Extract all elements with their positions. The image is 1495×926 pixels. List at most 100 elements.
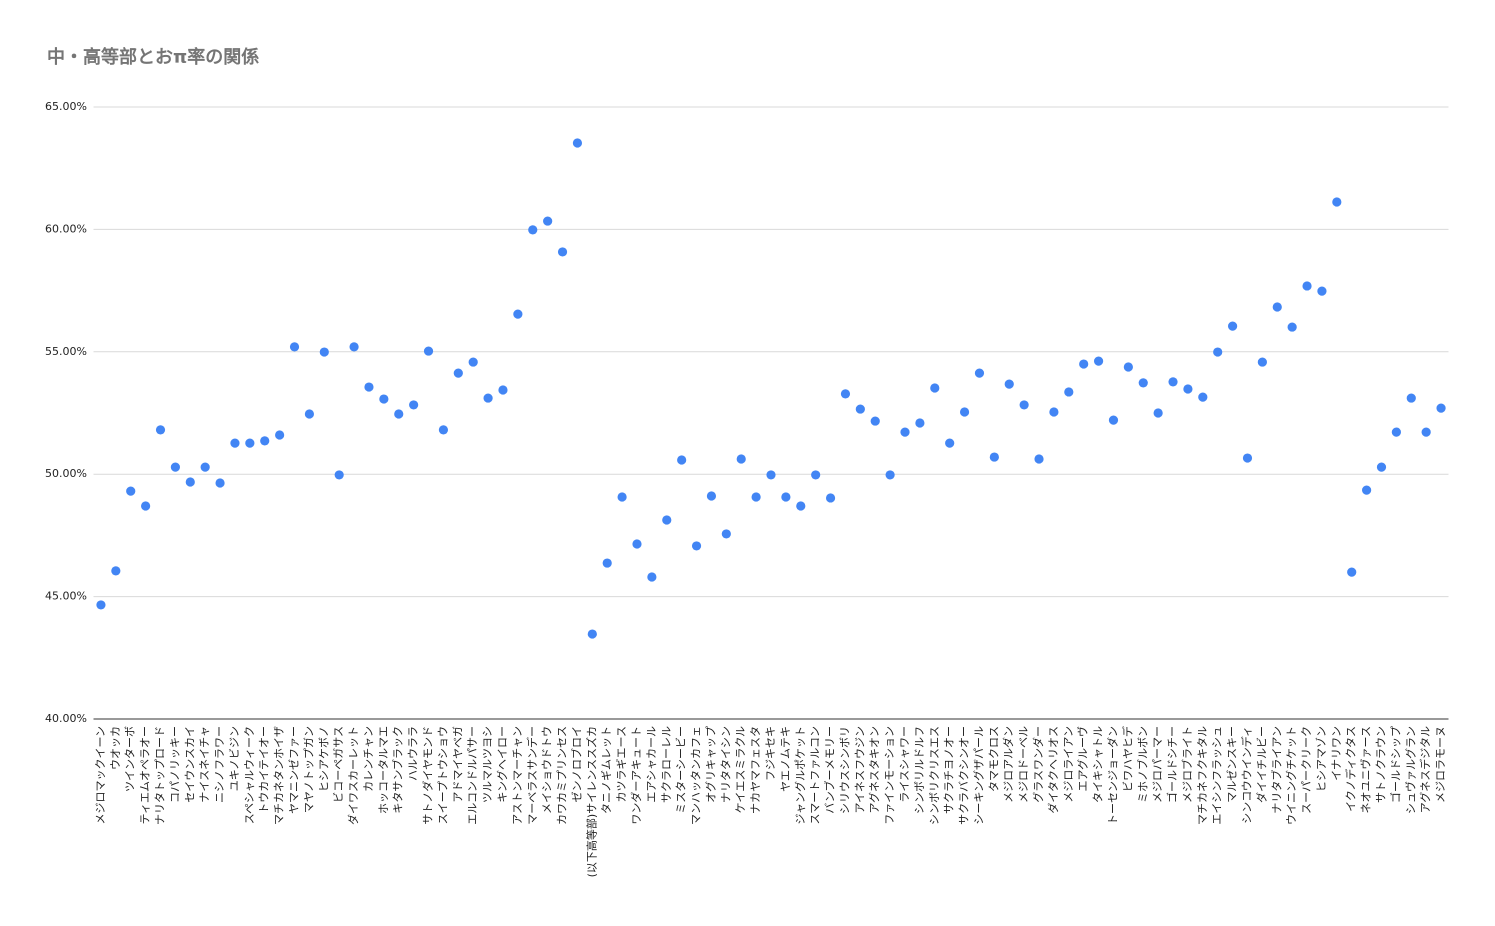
- x-tick-label: エイシンフラッシュ: [1211, 726, 1224, 825]
- x-tick-label: ダイタクヘリオス: [1046, 726, 1060, 814]
- x-tick-label: ダイイチルビー: [1254, 726, 1268, 803]
- point: [155, 425, 166, 435]
- x-tick-label: ウオッカ: [109, 726, 122, 770]
- x-tick-label: バンブーメモリー: [823, 726, 837, 814]
- x-tick-label: トウカイテイオー: [258, 726, 271, 814]
- x-tick-label: アストンマーチャン: [511, 726, 524, 825]
- point: [1362, 485, 1372, 495]
- point: [543, 216, 553, 226]
- point: [1123, 362, 1133, 372]
- point: [736, 454, 746, 464]
- chart-title: 中・高等部とおπ率の関係: [47, 46, 259, 68]
- point: [766, 470, 776, 480]
- x-tick-label: アグネスデジタル: [1418, 726, 1432, 813]
- point: [796, 501, 806, 511]
- point: [141, 501, 151, 511]
- x-tick-label: サトノクラウン: [1374, 726, 1387, 803]
- point: [1004, 379, 1014, 389]
- point: [1347, 567, 1357, 577]
- point: [1406, 393, 1416, 403]
- x-tick-label: サトノダイヤモンド: [421, 726, 435, 825]
- x-tick-label: メジロパーマー: [1151, 726, 1164, 803]
- x-tick-label: メジロライアン: [1062, 726, 1075, 803]
- x-tick-label: マヤノトップガン: [302, 726, 315, 813]
- x-tick-label: ファインモーション: [883, 726, 896, 825]
- x-tick-label: グラスワンダー: [1031, 726, 1045, 803]
- point: [1272, 302, 1282, 312]
- y-tick-label: 65.00%: [45, 100, 87, 113]
- x-tick-label: スイープトウショウ: [436, 726, 449, 824]
- x-tick-label: ナリタトップロード: [154, 726, 167, 825]
- x-tick-label: キングヘイロー: [495, 726, 509, 803]
- point: [662, 515, 672, 525]
- point: [1242, 453, 1253, 463]
- point: [617, 492, 627, 502]
- x-tick-label: ナイスネイチャ: [198, 726, 211, 803]
- point: [870, 416, 880, 426]
- point: [1019, 400, 1029, 410]
- point: [304, 409, 315, 419]
- x-tick-label: ナカヤマフェスタ: [749, 726, 762, 814]
- y-tick-label: 40.00%: [45, 712, 87, 725]
- x-tick-label: ゴールドシップ: [1388, 726, 1402, 803]
- point: [632, 539, 642, 549]
- point: [885, 470, 895, 480]
- x-tick-label: ヤエノムテキ: [779, 726, 792, 792]
- x-tick-label: ダイワスカーレット: [346, 726, 360, 825]
- point: [513, 309, 523, 319]
- point: [855, 404, 865, 414]
- point: [1183, 384, 1193, 394]
- point: [260, 436, 270, 446]
- point: [1168, 377, 1178, 387]
- x-tick-label: エアシャカール: [645, 726, 658, 803]
- x-tick-label: ホッコータルマエ: [377, 726, 390, 814]
- y-tick-label: 60.00%: [45, 222, 87, 235]
- point: [1198, 392, 1208, 402]
- x-tick-label: ティエムオペラオー: [139, 726, 152, 824]
- point: [483, 393, 493, 403]
- point: [706, 491, 717, 501]
- x-tick-label: タイキシャトル: [1092, 726, 1105, 803]
- point: [1153, 408, 1163, 418]
- point: [721, 529, 731, 539]
- x-tick-label: キタサンブラック: [391, 726, 405, 814]
- point: [1287, 322, 1297, 332]
- x-tick-label: ワンダーアキュート: [629, 726, 643, 825]
- point: [200, 462, 210, 472]
- point: [289, 342, 300, 352]
- x-tick-label: ヒシアケボノ: [317, 726, 330, 792]
- point: [930, 383, 940, 393]
- point: [170, 462, 180, 472]
- x-tick-label: マチカネタンホイザ: [273, 726, 286, 825]
- x-tick-label: カツラギエース: [615, 726, 628, 802]
- point: [528, 225, 538, 235]
- x-tick-label: カレンチャン: [362, 726, 375, 792]
- x-tick-label: メジロラモーヌ: [1434, 726, 1447, 803]
- x-tick-label: メイショウドトウ: [541, 726, 554, 814]
- point: [1332, 197, 1342, 207]
- point: [915, 418, 925, 428]
- x-tick-label: イクノディクタス: [1344, 726, 1358, 812]
- point: [438, 425, 449, 435]
- point: [1049, 407, 1059, 417]
- x-tick-label: ライスシャワー: [898, 726, 911, 803]
- point: [781, 492, 791, 502]
- x-tick-label: サクラチヨノオー: [943, 726, 956, 814]
- point: [1391, 427, 1401, 437]
- point: [900, 427, 910, 437]
- x-tick-label: サクラバクシンオー: [958, 726, 971, 825]
- x-tick-label: スーパークリーク: [1300, 726, 1313, 814]
- y-tick-label: 55.00%: [45, 345, 87, 358]
- x-tick-label: ヒシアマゾン: [1315, 726, 1328, 792]
- point: [379, 394, 389, 404]
- point: [1064, 387, 1074, 397]
- x-tick-label: アグネスタキオン: [867, 726, 881, 813]
- point: [185, 477, 195, 487]
- point: [275, 430, 285, 440]
- point: [677, 455, 687, 465]
- point: [319, 347, 329, 357]
- point: [1034, 454, 1044, 464]
- x-tick-label: シュヴァルグラン: [1403, 726, 1417, 814]
